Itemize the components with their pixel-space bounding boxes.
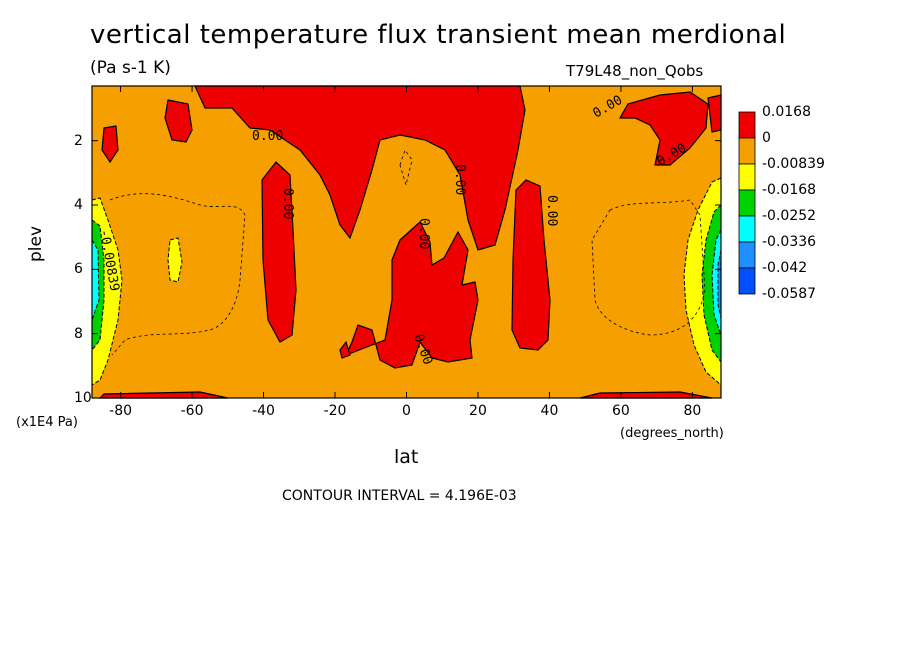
colorbar-label: -0.0587 xyxy=(762,286,817,302)
colorbar-swatch xyxy=(738,163,756,191)
cyan-region-right xyxy=(711,229,722,336)
negative-regions-right xyxy=(683,177,722,387)
positive-region-left-edge xyxy=(101,125,119,164)
colorbar-swatch xyxy=(738,137,756,165)
x-tick-label: 20 xyxy=(469,403,487,419)
dashed-contours xyxy=(109,149,706,356)
y-tick-marks xyxy=(92,140,721,399)
x-tick-label: -80 xyxy=(109,403,133,419)
colorbar-swatch xyxy=(738,267,756,295)
y-axis-label: plev xyxy=(26,225,46,262)
yellow-blob-lat-65 xyxy=(167,237,183,283)
contour-label: 0.00 xyxy=(544,195,559,226)
chart-title: vertical temperature flux transient mean… xyxy=(90,20,787,50)
x-tick-marks xyxy=(120,86,693,398)
run-name: T79L48_non_Qobs xyxy=(566,62,704,80)
colorbar-label: -0.0252 xyxy=(762,208,817,224)
contour-label: 0.00 xyxy=(452,164,467,195)
positive-region-lat-35 xyxy=(261,161,297,343)
y-tick-label: 2 xyxy=(74,132,83,149)
positive-regions xyxy=(98,85,722,399)
colorbar-label: -0.0336 xyxy=(762,234,817,250)
dashed-contour-eq xyxy=(399,149,413,187)
y-tick-label: 4 xyxy=(74,197,83,213)
positive-region-left-small xyxy=(164,99,193,143)
contour-interval: CONTOUR INTERVAL = 4.196E-03 xyxy=(282,488,517,504)
colorbar-label: -0.0168 xyxy=(762,182,817,198)
colorbar xyxy=(738,111,756,295)
x-tick-label: 60 xyxy=(612,403,630,419)
dashed-contour-left xyxy=(109,193,246,356)
positive-region-small-left xyxy=(339,340,351,359)
colorbar-swatch xyxy=(738,241,756,269)
colorbar-label: -0.00839 xyxy=(762,156,825,172)
colorbar-swatch xyxy=(738,111,756,139)
contour-label: 0.00 xyxy=(252,129,283,144)
contour-label: 0.00 xyxy=(416,218,431,249)
colorbar-swatch xyxy=(738,215,756,243)
x-axis-units: (degrees_north) xyxy=(620,426,724,441)
colorbar-swatch xyxy=(738,189,756,217)
x-tick-label: 80 xyxy=(683,403,702,419)
x-tick-label: 40 xyxy=(540,403,559,419)
x-tick-label: -60 xyxy=(180,403,204,419)
colorbar-label: -0.042 xyxy=(762,260,808,276)
x-axis-label: lat xyxy=(394,446,419,468)
negative-regions-left xyxy=(91,197,183,386)
positive-region-lat-40 xyxy=(511,179,551,351)
colorbar-label: 0.0168 xyxy=(762,104,811,120)
positive-region-top-center xyxy=(194,85,526,251)
colorbar-label: 0 xyxy=(762,130,771,146)
x-tick-label: -40 xyxy=(252,403,275,419)
y-axis-units: (x1E4 Pa) xyxy=(16,415,78,430)
positive-region-right-top xyxy=(618,91,709,166)
y-tick-label: 6 xyxy=(74,261,83,278)
contour-label: 0.00 xyxy=(280,188,295,219)
y-tick-label: 8 xyxy=(74,325,83,342)
x-tick-label: 0 xyxy=(402,403,411,419)
y-tick-label: 10 xyxy=(74,390,92,406)
x-tick-label: -20 xyxy=(323,403,347,419)
positive-region-equator xyxy=(344,221,479,369)
chart-subtitle: (Pa s-1 K) xyxy=(90,58,171,78)
